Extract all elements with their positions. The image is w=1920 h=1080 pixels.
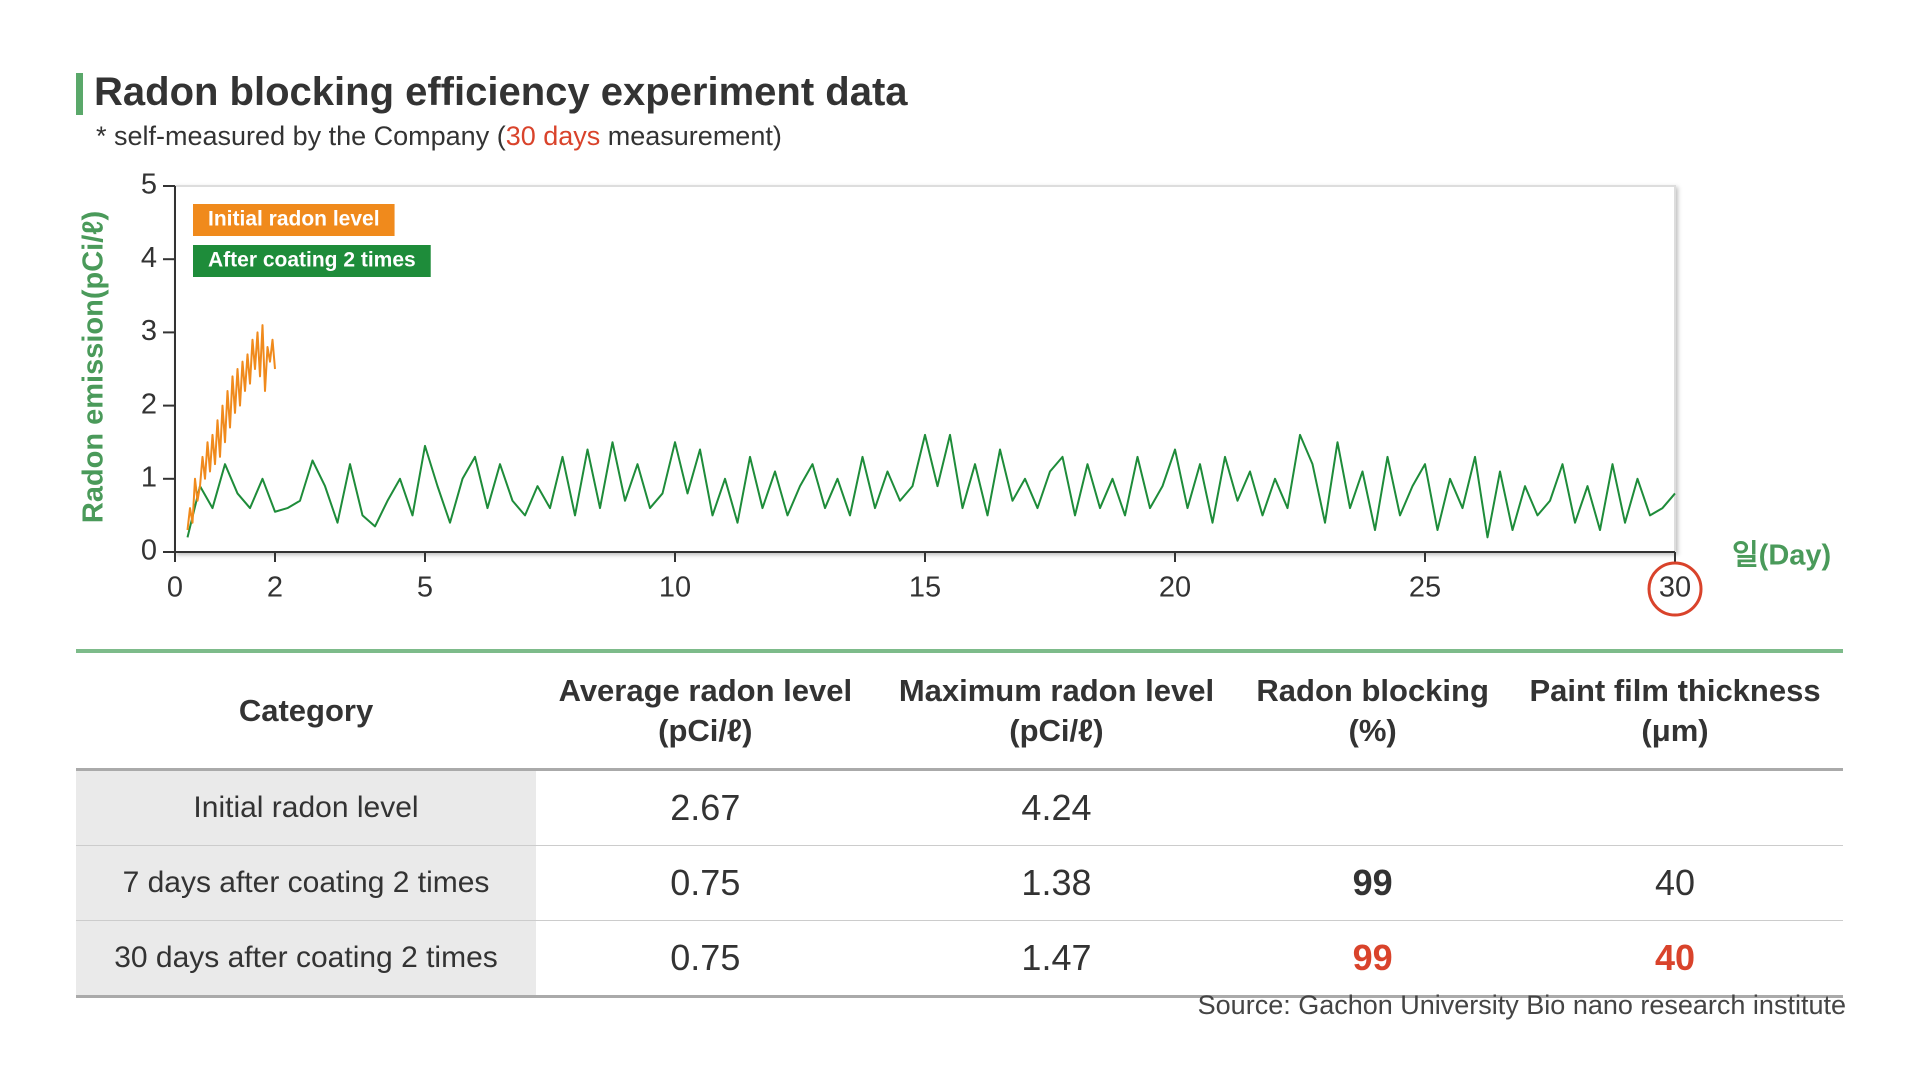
x-tick-label: 25	[1409, 572, 1441, 604]
cell: 1.38	[874, 845, 1239, 921]
x-tick-label: 15	[909, 572, 941, 604]
x-axis-label: 일(Day)	[1732, 539, 1831, 572]
cell: 40	[1507, 920, 1843, 998]
header-text: Average radon level	[558, 672, 853, 708]
x-tick-label: 5	[417, 572, 433, 604]
header-text: (μm)	[1641, 712, 1709, 748]
header: Radon blocking (%)	[1238, 649, 1508, 771]
y-tick-label: 4	[141, 242, 157, 274]
header: Average radon level (pCi/ℓ)	[536, 649, 875, 771]
legend-box	[193, 245, 431, 277]
cell: 99	[1238, 845, 1508, 921]
header: Maximum radon level (pCi/ℓ)	[874, 649, 1239, 771]
header-text: (pCi/ℓ)	[1009, 712, 1104, 748]
data-line	[186, 433, 1676, 539]
legend-box	[193, 204, 395, 236]
cell: 2.67	[536, 769, 875, 846]
cell: 99	[1238, 920, 1508, 998]
x-tick-label: 10	[659, 572, 691, 604]
y-tick-label: 1	[141, 461, 157, 493]
y-tick-label: 0	[141, 535, 157, 567]
header: Category	[76, 649, 536, 771]
header-text: Paint film thickness	[1529, 672, 1821, 708]
legend-label: Initial radon level	[208, 208, 380, 231]
cell: 1.47	[874, 920, 1239, 998]
y-tick-label: 2	[141, 388, 157, 420]
cell	[1507, 769, 1843, 846]
header-text: Maximum radon level	[898, 672, 1215, 708]
plot-frame	[174, 185, 1676, 553]
x-tick-label: 20	[1159, 572, 1191, 604]
highlight-circle	[1647, 561, 1703, 617]
data-line	[186, 324, 276, 531]
cell: 0.75	[536, 920, 875, 998]
legend-label: After coating 2 times	[208, 249, 416, 272]
header-text: (pCi/ℓ)	[658, 712, 753, 748]
subtitle: * self-measured by the Company (30 days …	[96, 121, 782, 152]
data-table: Category Average radon level (pCi/ℓ) Maxi…	[76, 649, 1843, 998]
header-text: (%)	[1348, 712, 1397, 748]
x-tick-label: 0	[167, 572, 183, 604]
subtitle-text: measurement)	[600, 121, 782, 151]
x-tick-label: 30	[1659, 572, 1691, 604]
header: Paint film thickness (μm)	[1507, 649, 1843, 771]
subtitle-text: * self-measured by the Company (	[96, 121, 506, 151]
y-axis-label: Radon emission(pCi/ℓ)	[78, 211, 110, 523]
cell: 4.24	[874, 769, 1239, 846]
x-tick-label: 2	[267, 572, 283, 604]
cell: 7 days after coating 2 times	[76, 845, 536, 921]
subtitle-highlight: 30 days	[505, 121, 601, 151]
header-text: Category	[238, 692, 374, 728]
title-bar	[76, 73, 83, 115]
source: Source: Gachon University Bio nano resea…	[1197, 990, 1846, 1020]
cell: 0.75	[536, 845, 875, 921]
cell: Initial radon level	[76, 769, 536, 846]
header-text: Radon blocking	[1256, 672, 1489, 708]
cell	[1238, 769, 1508, 846]
cell: 40	[1507, 845, 1843, 921]
y-tick-label: 5	[141, 169, 157, 201]
title: Radon blocking efficiency experiment dat…	[94, 70, 908, 114]
cell: 30 days after coating 2 times	[76, 920, 536, 998]
y-tick-label: 3	[141, 315, 157, 347]
